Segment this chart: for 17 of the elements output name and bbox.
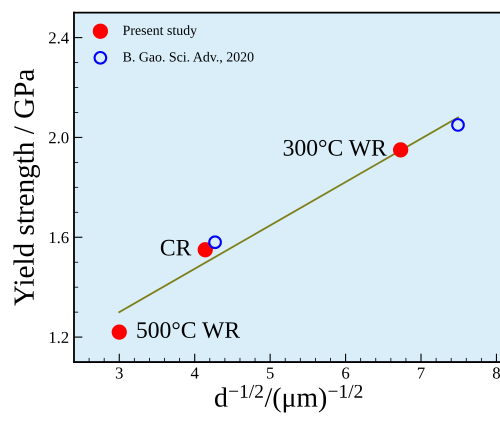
annotation: 300°C WR — [284, 140, 387, 156]
y-tick-label: 2.4 — [49, 32, 69, 44]
x-tick-label: 8 — [492, 367, 500, 379]
legend-label: B. Gao. Sci. Adv., 2020 — [123, 52, 254, 64]
annotation: CR — [160, 240, 192, 256]
x-tick-label: 7 — [418, 368, 425, 378]
legend-label: Present study — [123, 25, 198, 38]
x-tick-label: 4 — [190, 368, 199, 378]
y-tick-label: 2.0 — [49, 132, 69, 144]
x-tick-label: 3 — [116, 367, 123, 379]
x-axis-title: d$^{−1/2}$/(μm)$^{−1/2}$ — [215, 384, 362, 413]
x-tick-label: 6 — [342, 367, 350, 379]
y-tick-label: 1.6 — [50, 232, 69, 244]
y-tick-label: 1.2 — [50, 332, 68, 344]
y-axis-title: Yield strength / GPa — [13, 69, 40, 306]
annotation: 500°C WR — [137, 322, 240, 338]
x-tick-label: 5 — [266, 368, 274, 379]
